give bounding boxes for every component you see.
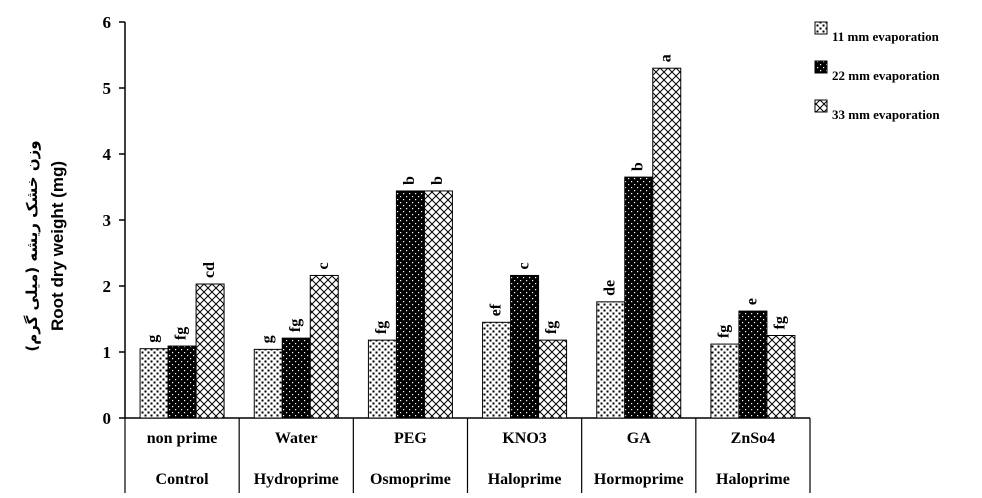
bar-significance-label: b [629, 162, 646, 171]
bar [167, 345, 197, 419]
group-label: Haloprime [488, 471, 562, 488]
group-label: Haloprime [716, 471, 790, 488]
legend-swatch [814, 21, 828, 35]
bar-significance-label: fg [772, 316, 789, 329]
bar-significance-label: g [259, 335, 276, 343]
category-label: PEG [394, 430, 427, 447]
y-ticks: 0 1 2 3 4 5 6 [103, 13, 125, 428]
bar [710, 343, 740, 419]
axes [124, 22, 810, 419]
legend: 11 mm evaporation 22 mm evaporation 33 mm … [814, 21, 940, 122]
bar [624, 176, 654, 419]
bar [395, 190, 425, 419]
y-tick-label: 0 [103, 409, 112, 428]
y-axis-label-persian: وزن خشک ریشه (میلی گرم) [23, 140, 41, 351]
bar [195, 283, 225, 419]
bar [139, 348, 169, 419]
group-label: Hormoprime [594, 471, 684, 488]
bar-significance-label: ef [487, 303, 504, 316]
bar [510, 274, 540, 419]
legend-label: 11 mm evaporation [832, 29, 940, 44]
bar [766, 335, 796, 419]
bar-significance-label: fg [716, 325, 733, 338]
bar-significance-label: b [401, 176, 418, 185]
bar-significance-label: fg [543, 321, 560, 334]
x-axis-table: non prime Control Water Hydroprime PEG Osmopr… [124, 418, 811, 493]
bar [367, 339, 397, 419]
bar-labels: g fg cd g fg c fg b b ef c fg de b a fg e fg [145, 54, 789, 343]
y-tick-label: 1 [103, 343, 112, 362]
y-tick-label: 5 [103, 79, 112, 98]
category-label: non prime [147, 430, 218, 447]
bar-significance-label: b [429, 176, 446, 185]
y-axis-label: Root dry weight (mg) [48, 161, 67, 331]
category-label: KNO3 [502, 430, 546, 447]
bar-significance-label: e [744, 298, 761, 305]
group-label: Control [156, 471, 210, 488]
bar-significance-label: c [515, 262, 532, 269]
group-label: Hydroprime [254, 471, 339, 488]
bar-significance-label: cd [201, 262, 218, 278]
category-label: ZnSo4 [731, 430, 775, 447]
bars [139, 67, 796, 419]
y-tick-label: 2 [103, 277, 112, 296]
bar [253, 348, 283, 419]
bar-significance-label: fg [287, 319, 304, 332]
bar [281, 337, 311, 419]
y-tick-label: 3 [103, 211, 112, 230]
legend-swatch [814, 99, 828, 113]
group-label: Osmoprime [370, 471, 451, 488]
bar [538, 339, 568, 419]
bar-significance-label: a [657, 54, 674, 62]
y-tick-label: 4 [103, 145, 112, 164]
bar-significance-label: fg [173, 327, 190, 340]
bar [652, 67, 682, 419]
bar [423, 190, 453, 419]
legend-label: 22 mm evaporation [832, 68, 940, 83]
category-label: GA [627, 430, 651, 447]
bar-significance-label: fg [373, 321, 390, 334]
y-tick-label: 6 [103, 13, 112, 32]
legend-label: 33 mm evaporation [832, 107, 940, 122]
bar-significance-label: de [601, 280, 618, 296]
bar [309, 274, 339, 419]
legend-swatch [814, 60, 828, 74]
bar [596, 301, 626, 419]
bar-significance-label: g [145, 335, 162, 343]
bar-significance-label: c [315, 262, 332, 269]
bar [482, 321, 512, 419]
category-label: Water [275, 430, 318, 447]
bar [738, 310, 768, 419]
